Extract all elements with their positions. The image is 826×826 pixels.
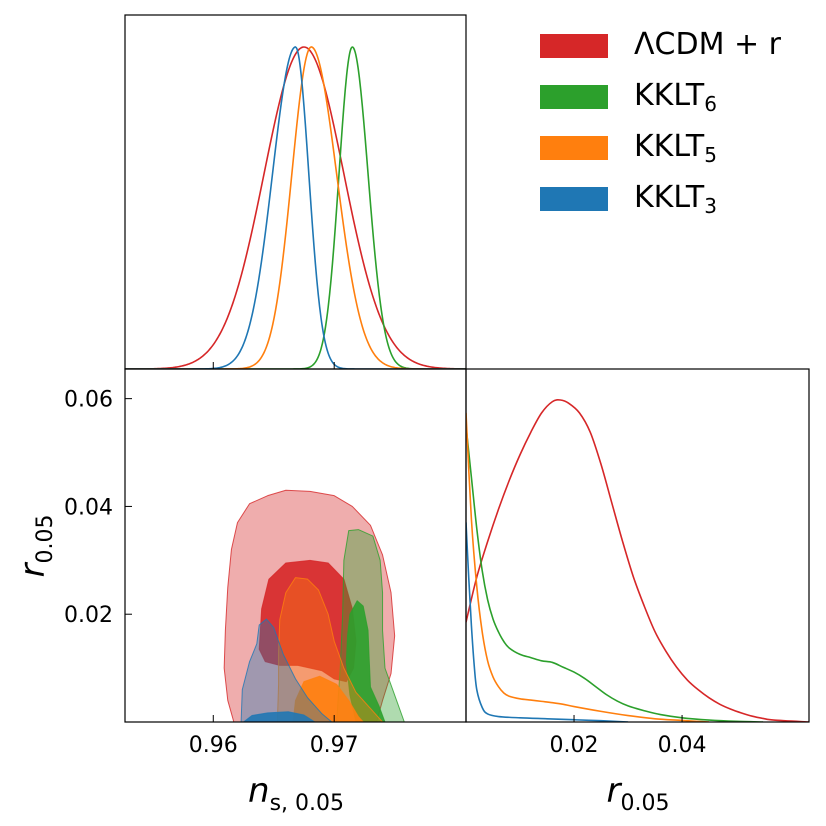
ns-marginal-curves bbox=[125, 46, 466, 369]
ns-marginal-frame bbox=[124, 14, 467, 370]
legend-item-kklt6: KKLT6 bbox=[540, 71, 781, 122]
legend-swatch-kklt6 bbox=[540, 84, 608, 109]
legend-swatch-kklt5 bbox=[540, 135, 608, 160]
r-hist-axis-label: r0.05 bbox=[607, 771, 670, 816]
r-hist-tick-label-1: 0.04 bbox=[658, 733, 707, 758]
r-marginal-curves bbox=[466, 399, 809, 722]
legend-label-kklt5: KKLT5 bbox=[634, 128, 717, 167]
r-axis-label-main: r bbox=[13, 561, 53, 577]
r-hist-tick-label-0: 0.02 bbox=[550, 733, 599, 758]
r-tick-label-2: 0.06 bbox=[64, 388, 113, 413]
joint-contour-panel: 0.96 0.97 0.02 0.04 0.06 bbox=[64, 368, 467, 758]
contour-kklt5-68 bbox=[292, 675, 364, 722]
ns-marginal-kklt3 bbox=[125, 46, 466, 369]
r-axis-label: r0.05 bbox=[13, 515, 58, 578]
legend-swatch-kklt3 bbox=[540, 186, 608, 211]
ns-axis-label: ns, 0.05 bbox=[248, 771, 344, 816]
legend-item-kklt3: KKLT3 bbox=[540, 173, 781, 224]
joint-contours bbox=[223, 489, 405, 722]
legend-item-lcdm-r: ΛCDM + r bbox=[540, 20, 781, 71]
r-hist-axis-label-sub: 0.05 bbox=[621, 791, 670, 816]
legend-swatch-lcdm-r bbox=[540, 33, 608, 58]
legend-label-kklt3: KKLT3 bbox=[634, 179, 717, 218]
r-marginal-kklt6 bbox=[466, 425, 764, 722]
r-marginal-panel: 0.02 0.04 bbox=[465, 368, 810, 758]
ns-marginal-panel bbox=[124, 14, 467, 370]
r-marginal-lcdm_r bbox=[466, 399, 809, 722]
r-marginal-kklt5 bbox=[466, 412, 710, 722]
legend-label-lcdm-r: ΛCDM + r bbox=[634, 26, 781, 62]
r-marginal-frame bbox=[465, 368, 810, 723]
ns-marginal-lcdm_r bbox=[125, 46, 466, 369]
ns-tick-label-1: 0.97 bbox=[310, 733, 359, 758]
ns-axis-label-sub: s, 0.05 bbox=[270, 791, 344, 816]
contour-kklt3-68 bbox=[243, 711, 316, 722]
ns-marginal-kklt6 bbox=[125, 46, 466, 369]
legend: ΛCDM + r KKLT6 KKLT5 KKLT3 bbox=[540, 20, 781, 224]
ns-axis-label-main: n bbox=[248, 771, 270, 811]
r-axis-label-sub: 0.05 bbox=[33, 515, 58, 564]
r-tick-label-0: 0.02 bbox=[64, 603, 113, 628]
legend-label-kklt6: KKLT6 bbox=[634, 77, 717, 116]
ns-tick-label-0: 0.96 bbox=[189, 733, 238, 758]
contour-kklt3-95 bbox=[240, 618, 333, 722]
legend-item-kklt5: KKLT5 bbox=[540, 122, 781, 173]
r-hist-axis-label-main: r bbox=[607, 771, 623, 811]
r-tick-label-1: 0.04 bbox=[64, 495, 113, 520]
ns-marginal-kklt5 bbox=[125, 46, 466, 369]
